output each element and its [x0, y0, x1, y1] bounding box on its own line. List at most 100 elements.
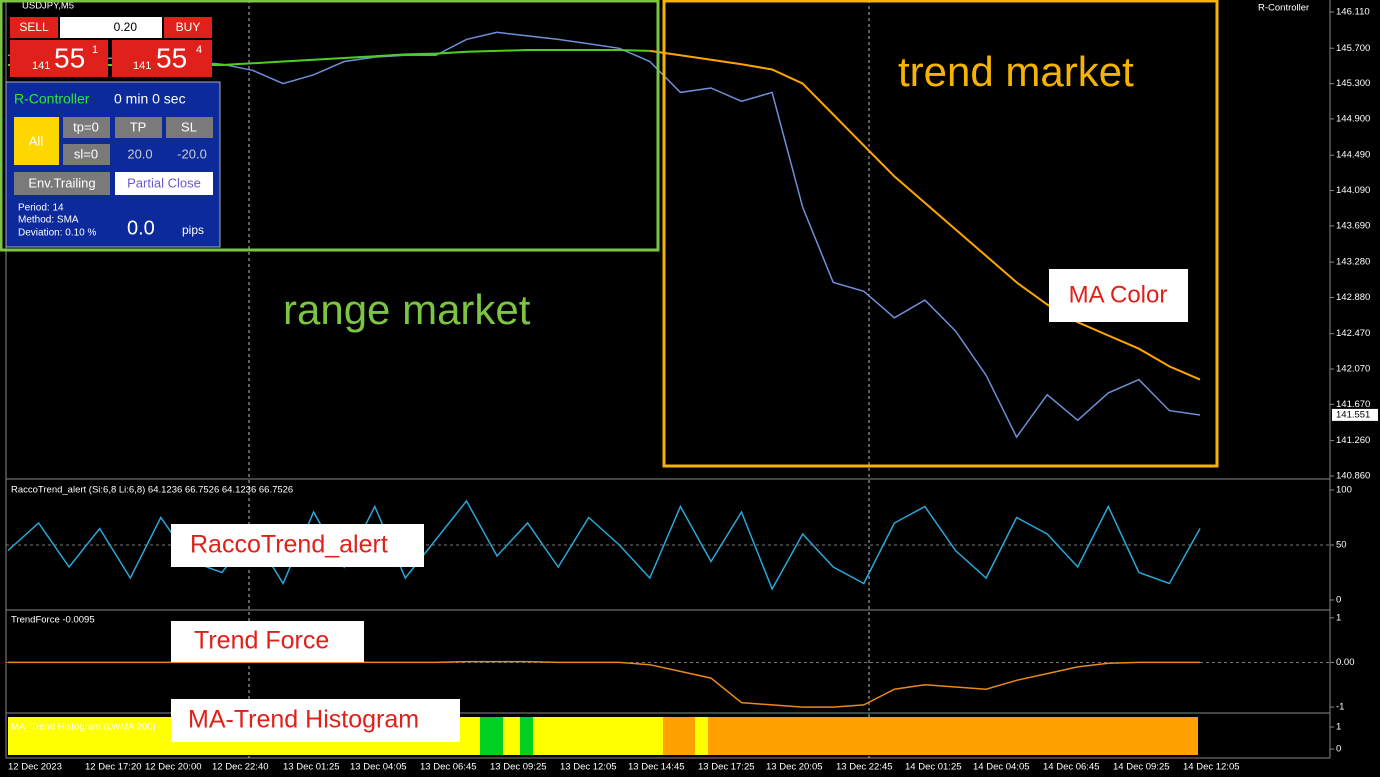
y-tick-label: 0.00	[1336, 657, 1355, 668]
hist-label: MA_Trend Histogram (LWMA 200)	[11, 722, 156, 733]
all-button[interactable]	[14, 117, 59, 165]
x-tick-label: 14 Dec 01:25	[905, 762, 962, 773]
force-label: TrendForce -0.0095	[11, 615, 95, 626]
y-tick-label: 145.300	[1336, 78, 1370, 89]
price-sup: 4	[196, 44, 202, 56]
annotation: MA Color	[1069, 281, 1168, 308]
sl-button[interactable]	[166, 117, 213, 138]
x-tick-label: 13 Dec 14:45	[628, 762, 685, 773]
annotation: MA-Trend Histogram	[188, 706, 419, 734]
x-tick-label: 12 Dec 22:40	[212, 762, 269, 773]
series-line	[649, 49, 1201, 381]
annotation: range market	[283, 286, 531, 333]
y-tick-label: 0	[1336, 744, 1341, 755]
buy-text: BUY	[176, 20, 201, 34]
controller-title: R-Controller	[14, 91, 90, 107]
x-tick-label: 13 Dec 06:45	[420, 762, 477, 773]
trade-panel: SELL 0.20 BUY 141 55 1 141 55 4	[10, 17, 212, 77]
y-tick-label: 1	[1336, 722, 1341, 733]
buy-price-box[interactable]	[112, 40, 212, 77]
sell-button[interactable]	[10, 17, 58, 38]
x-tick-label: 14 Dec 12:05	[1183, 762, 1240, 773]
price-prefix: 141	[133, 60, 151, 72]
price-big: 55	[54, 42, 85, 73]
y-tick-label: -1	[1336, 702, 1344, 713]
label-box	[1049, 269, 1188, 322]
y-tick-label: 142.470	[1336, 328, 1370, 339]
y-tick-label: 0	[1336, 594, 1341, 605]
y-tick-label: 141.260	[1336, 435, 1370, 446]
buy-button[interactable]	[164, 17, 212, 38]
y-tick-label: 140.860	[1336, 470, 1370, 481]
y-tick-label: 145.700	[1336, 43, 1370, 54]
annotation: RaccoTrend_alert	[190, 531, 388, 559]
lot: 0.20	[114, 20, 138, 34]
button-text: sl=0	[74, 146, 98, 161]
x-tick-label: 12 Dec 20:00	[145, 762, 202, 773]
series-line	[8, 660, 1200, 708]
sell-text: SELL	[19, 20, 49, 34]
y-tick-label: 144.900	[1336, 113, 1370, 124]
button-text: tp=0	[73, 119, 99, 134]
y-tick-label: 50	[1336, 540, 1347, 551]
y-tick-label: 144.490	[1336, 150, 1370, 161]
y-tick-label: 144.090	[1336, 185, 1370, 196]
range-box	[0, 0, 660, 252]
x-tick-label: 13 Dec 01:25	[283, 762, 340, 773]
tp-value: 20.0	[127, 146, 152, 161]
period: Period: 14	[18, 203, 64, 214]
annotation: Trend Force	[194, 627, 329, 655]
tp-button[interactable]	[115, 117, 162, 138]
button-text: Env.Trailing	[28, 175, 95, 190]
sl0-button[interactable]	[63, 144, 110, 165]
button-text: Partial Close	[127, 175, 201, 190]
env-button[interactable]	[14, 172, 110, 195]
x-tick-label: 14 Dec 04:05	[973, 762, 1030, 773]
pips-unit: pips	[182, 223, 204, 237]
y-tick-label: 1	[1336, 612, 1341, 623]
deviation: Deviation: 0.10 %	[18, 228, 96, 239]
annotation: trend market	[898, 48, 1134, 95]
lot-input[interactable]	[60, 17, 162, 38]
trend-box	[662, 0, 1219, 468]
x-tick-label: 13 Dec 20:05	[766, 762, 823, 773]
y-tick-label: 100	[1336, 485, 1352, 496]
ea-name: R-Controller	[1258, 3, 1309, 14]
y-tick-label: 143.280	[1336, 257, 1370, 268]
button-text: TP	[130, 119, 147, 134]
sl-value: -20.0	[177, 146, 207, 161]
tp0-button[interactable]	[63, 117, 110, 138]
label-box	[171, 524, 424, 567]
price-big: 55	[156, 42, 187, 73]
timer: 0 min 0 sec	[114, 91, 186, 107]
x-tick-label: 14 Dec 06:45	[1043, 762, 1100, 773]
x-tick-label: 13 Dec 09:25	[490, 762, 547, 773]
label-box	[171, 621, 364, 662]
x-tick-label: 13 Dec 04:05	[350, 762, 407, 773]
osc-label: RaccoTrend_alert (Si:6,8 Li:6,8) 64.1236…	[11, 485, 293, 496]
y-tick-label: 146.110	[1336, 7, 1370, 18]
method: Method: SMA	[18, 215, 79, 226]
symbol: USDJPY,M5	[22, 1, 74, 12]
pips-value: 0.0	[127, 217, 155, 239]
price-sup: 1	[92, 44, 98, 56]
current-price: 141.551	[1336, 409, 1370, 420]
y-tick-label: 141.670	[1336, 399, 1370, 410]
x-tick-label: 14 Dec 09:25	[1113, 762, 1170, 773]
x-tick-label: 13 Dec 22:45	[836, 762, 893, 773]
x-tick-label: 13 Dec 12:05	[560, 762, 617, 773]
button-text: All	[29, 133, 44, 148]
sell-price-box[interactable]	[10, 40, 108, 77]
x-tick-label: 12 Dec 17:20	[85, 762, 142, 773]
y-tick-label: 142.070	[1336, 364, 1370, 375]
x-tick-label: 13 Dec 17:25	[698, 762, 755, 773]
current-price-box	[1332, 408, 1378, 421]
x-tick-label: 12 Dec 2023	[8, 762, 62, 773]
y-tick-label: 142.880	[1336, 292, 1370, 303]
y-tick-label: 143.690	[1336, 220, 1370, 231]
partial-button[interactable]	[115, 172, 213, 195]
button-text: SL	[181, 119, 197, 134]
controller: R-Controller 0 min 0 sec All tp=0 TP SL …	[5, 81, 221, 248]
